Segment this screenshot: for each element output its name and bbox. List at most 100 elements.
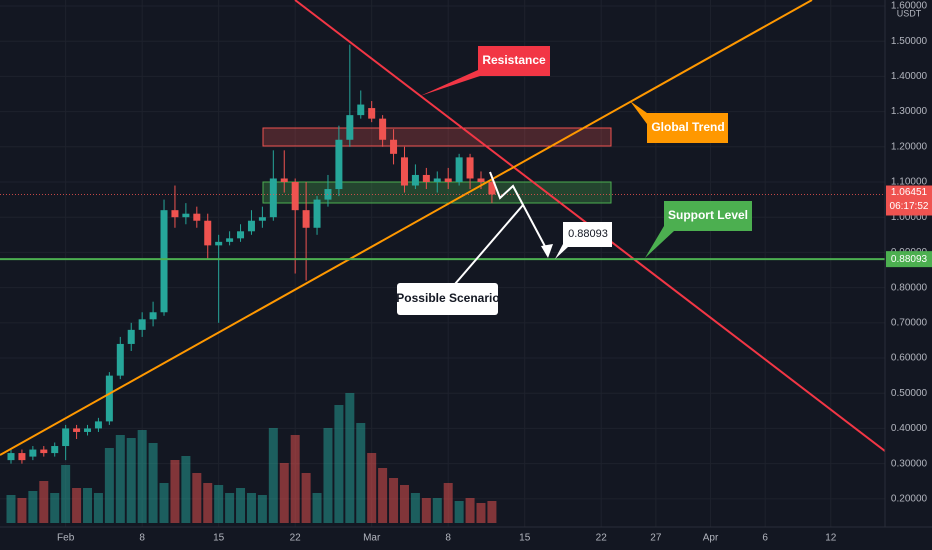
resistance-zone	[262, 127, 612, 147]
possible-scenario-label: Possible Scenario	[396, 291, 499, 305]
candle-body	[62, 428, 70, 447]
volume-bar	[148, 443, 158, 523]
candle-body	[390, 139, 398, 154]
candle-body	[73, 428, 81, 432]
candle-body	[335, 139, 343, 190]
candles	[7, 44, 496, 464]
volume-bar	[378, 468, 388, 523]
x-tick-label: 22	[290, 533, 302, 544]
candle-body	[411, 174, 419, 186]
candle-body	[291, 182, 299, 211]
y-tick-label: 1.00000	[891, 212, 928, 223]
scenario-callout	[397, 283, 498, 315]
volume-bar	[410, 493, 420, 523]
x-tick-label: 22	[596, 533, 608, 544]
candle-body	[269, 178, 277, 218]
x-tick-label: 15	[213, 533, 225, 544]
x-tick-label: 8	[445, 533, 451, 544]
global-trend-label: Global Trend	[651, 120, 724, 134]
volume-bar	[356, 423, 366, 523]
volume-bar	[28, 491, 38, 523]
candle-body	[455, 157, 463, 183]
candle-body	[379, 118, 387, 140]
y-tick-label: 1.60000	[891, 1, 928, 12]
y-tick-label: 1.40000	[891, 71, 928, 82]
candle-body	[422, 174, 430, 183]
y-tick-label: 0.30000	[891, 458, 928, 469]
support-tag	[886, 251, 932, 268]
volume-bar	[104, 448, 114, 523]
candle-body	[444, 178, 452, 183]
y-tick-label: 1.50000	[891, 36, 928, 47]
candle-body	[368, 108, 376, 119]
volume-bar	[236, 488, 246, 523]
candle-body	[247, 220, 255, 232]
volume-bar	[443, 483, 453, 523]
volume-bar	[367, 453, 377, 523]
price-tag-label: 1.06451	[891, 187, 928, 198]
y-tick-label: 0.20000	[891, 493, 928, 504]
resistance-callout	[420, 46, 550, 96]
volume-bar	[61, 465, 71, 523]
candle-body	[171, 210, 179, 218]
volume-bar	[312, 493, 322, 523]
currency-label: USDT	[897, 8, 922, 18]
volume-bar	[225, 493, 235, 523]
candle-body	[138, 319, 146, 330]
countdown-label: 06:17:52	[890, 201, 929, 212]
volume-bar	[192, 473, 202, 523]
candle-body	[226, 238, 234, 242]
volume-bar	[246, 493, 256, 523]
x-tick-label: 12	[825, 533, 837, 544]
x-tick-label: 6	[762, 533, 768, 544]
y-tick-label: 0.40000	[891, 423, 928, 434]
candle-body	[51, 446, 59, 454]
y-tick-label: 0.70000	[891, 317, 928, 328]
y-tick-label: 0.50000	[891, 388, 928, 399]
candle-body	[7, 453, 15, 461]
candle-body	[94, 421, 102, 429]
volume-bar	[93, 493, 103, 523]
callout-pointer	[454, 204, 524, 285]
volume-bar	[487, 501, 497, 523]
candle-body	[433, 178, 441, 183]
y-tick-label: 1.20000	[891, 141, 928, 152]
candle-body	[280, 178, 288, 183]
x-tick-label: Apr	[703, 533, 719, 544]
candle-body	[193, 213, 201, 221]
y-tick-label: 0.80000	[891, 282, 928, 293]
candle-body	[346, 115, 354, 140]
candle-body	[313, 199, 321, 228]
candle-body	[258, 217, 266, 221]
candle-body	[105, 375, 113, 422]
x-tick-label: 15	[519, 533, 531, 544]
volume-bar	[126, 438, 136, 523]
candle-body	[466, 157, 474, 179]
target-label: 0.88093	[568, 228, 608, 240]
candle-body	[40, 449, 48, 454]
volume-bar	[39, 481, 49, 523]
scenario-arrow	[541, 244, 553, 258]
volume-bar	[170, 460, 180, 523]
candle-body	[488, 182, 496, 195]
candle-body	[302, 210, 310, 228]
price-tag	[886, 185, 932, 216]
volume-bar	[268, 428, 278, 523]
candle-body	[160, 210, 168, 313]
volume-bar	[159, 483, 169, 523]
volume-bar	[83, 488, 93, 523]
candle-body	[149, 312, 157, 320]
volume-bar	[454, 501, 464, 523]
support-tag-label: 0.88093	[891, 254, 928, 265]
support-level-label: Support Level	[668, 208, 748, 222]
volume-bar	[421, 498, 431, 523]
volume-bar	[334, 405, 344, 523]
candle-body	[357, 104, 365, 116]
support-callout	[645, 201, 752, 258]
candle-body	[182, 213, 190, 218]
candle-body	[84, 428, 92, 432]
y-tick-label: 0.60000	[891, 353, 928, 364]
candle-body	[127, 329, 135, 344]
candle-body	[204, 220, 212, 246]
